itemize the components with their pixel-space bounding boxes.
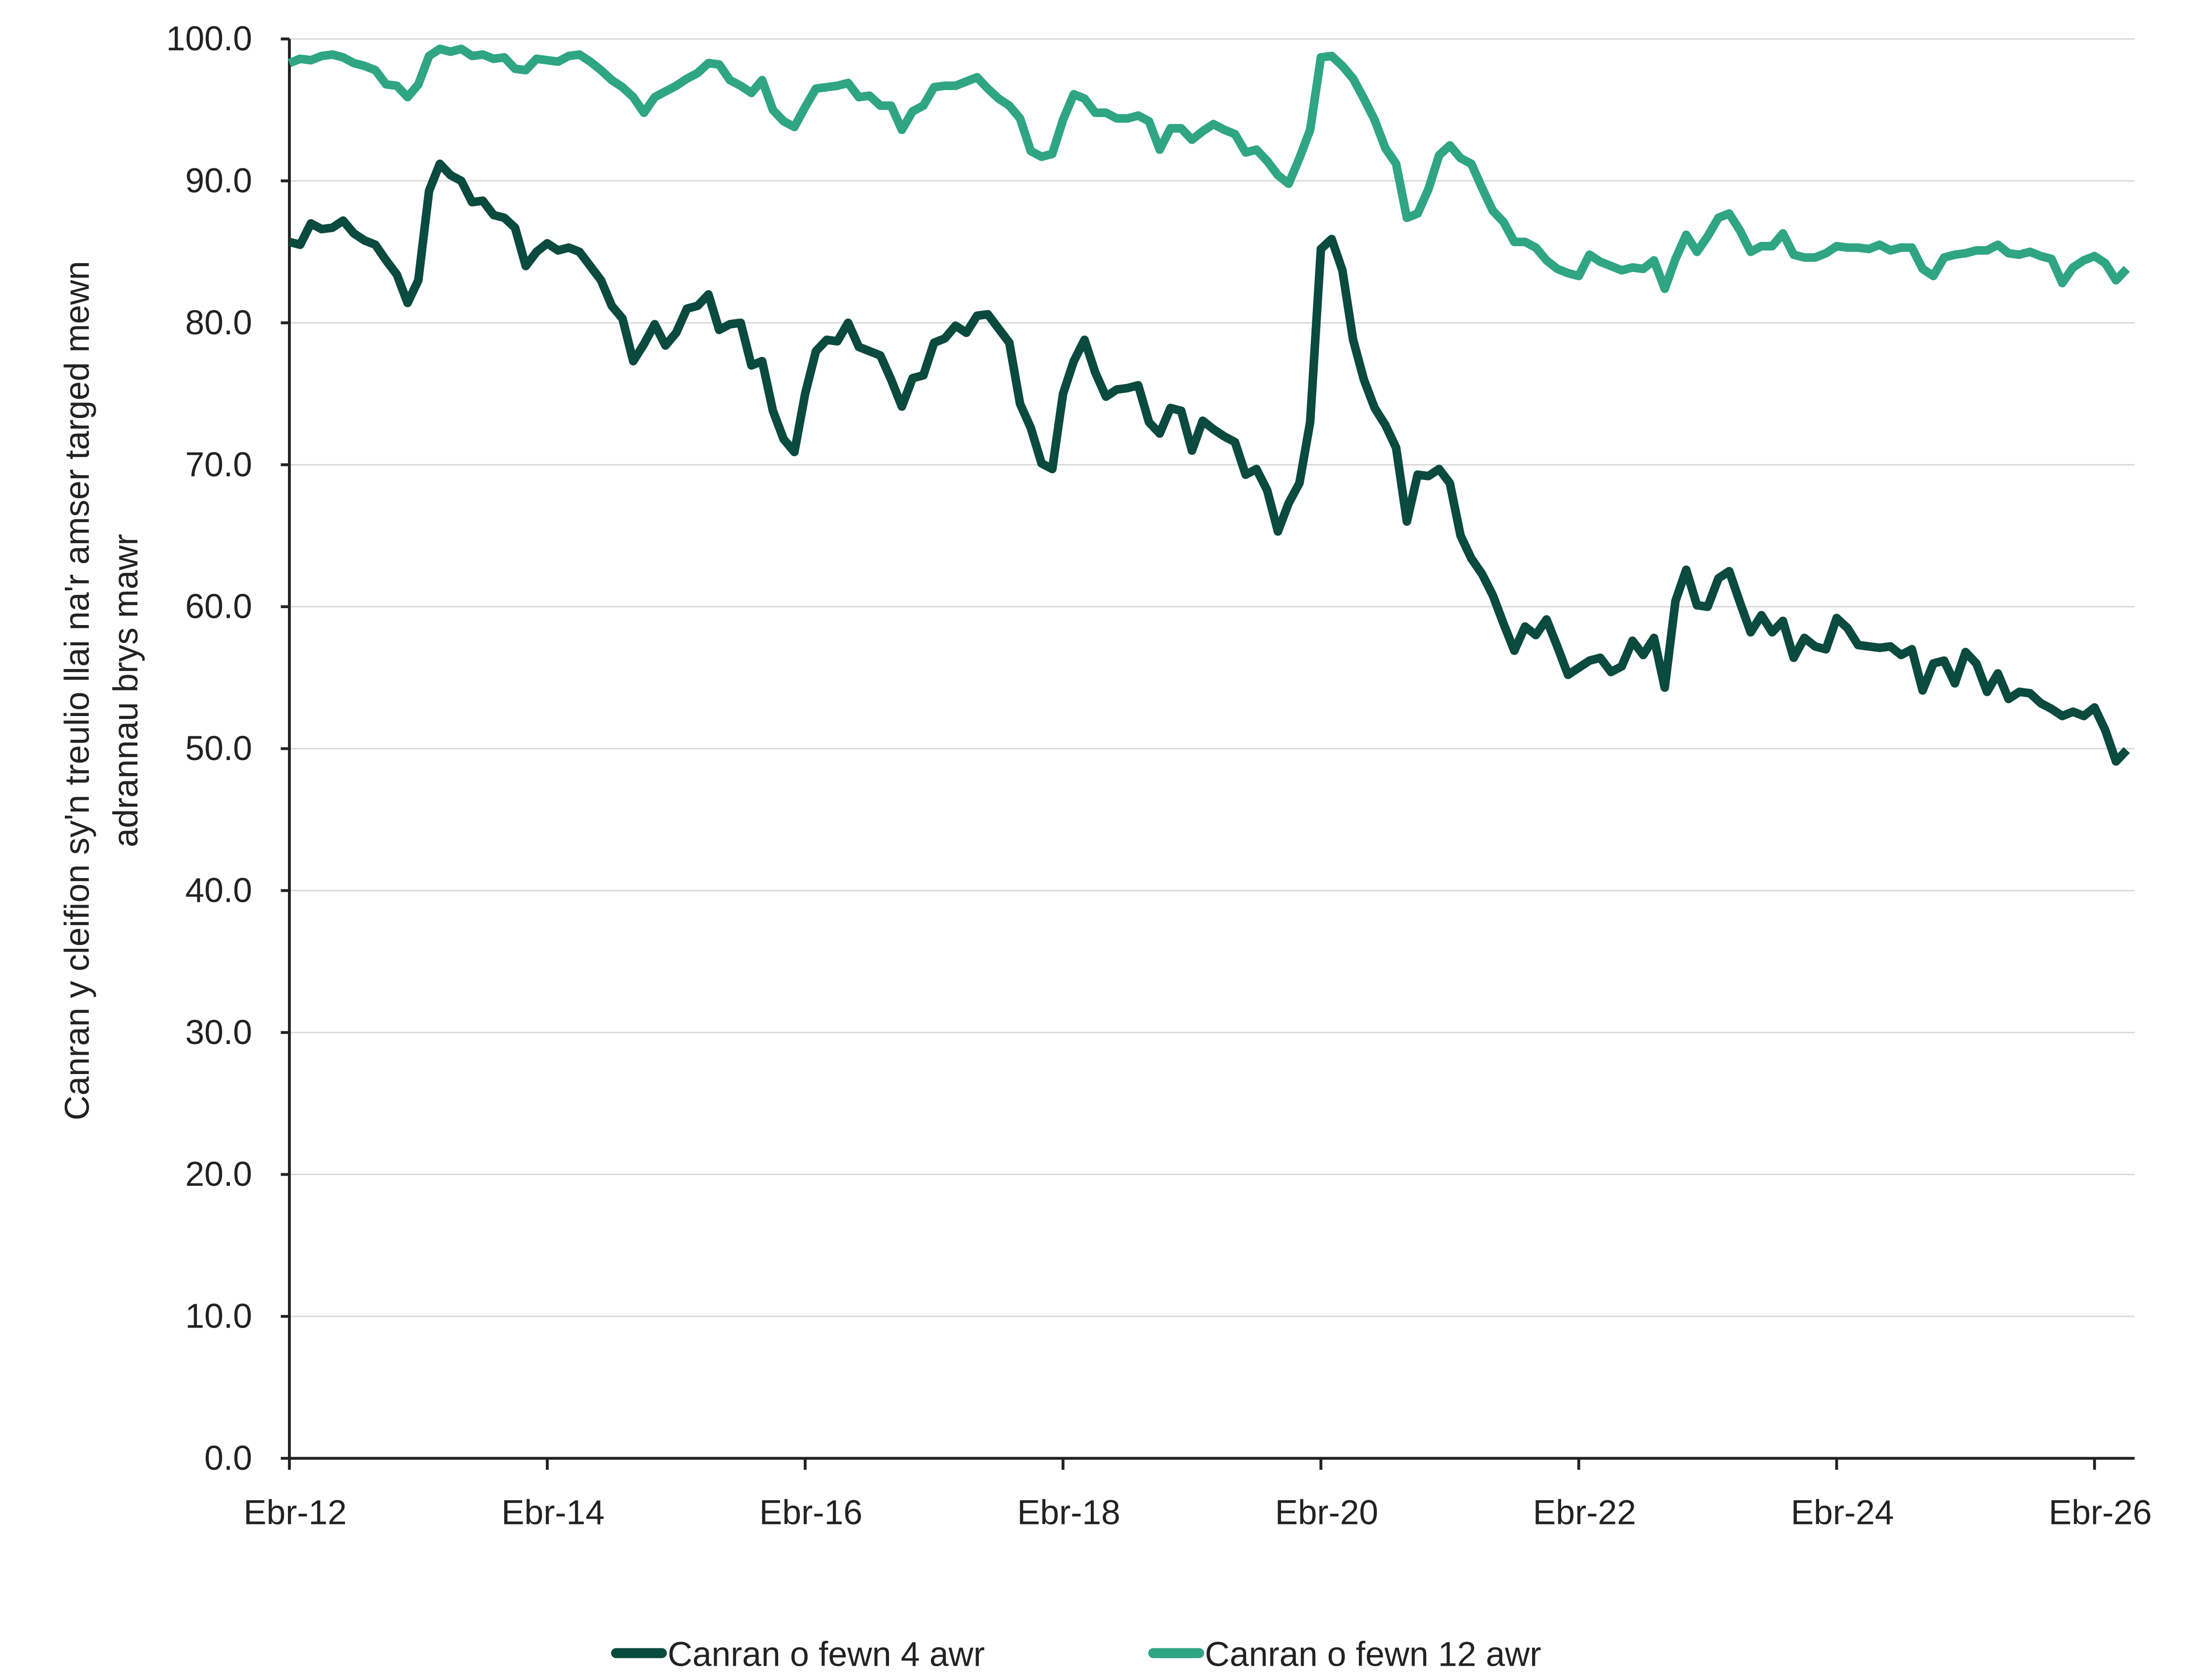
y-tick-label: 30.0 — [185, 1014, 252, 1052]
x-tick-label: Ebr-18 — [1017, 1494, 1120, 1532]
y-tick-label: 40.0 — [185, 871, 252, 910]
legend-label: Canran o fewn 4 awr — [668, 1636, 985, 1672]
x-tick-label: Ebr-20 — [1275, 1494, 1378, 1532]
y-tick-label: 90.0 — [185, 162, 252, 200]
series-line — [288, 159, 2130, 766]
y-tick-label: 20.0 — [185, 1155, 252, 1194]
x-tick-label: Ebr-12 — [243, 1494, 346, 1532]
x-tick-label: Ebr-26 — [2048, 1494, 2152, 1532]
series-line — [287, 45, 2130, 293]
x-tick-label: Ebr-22 — [1533, 1494, 1636, 1532]
y-tick-label: 10.0 — [185, 1298, 252, 1336]
y-axis-label: adrannau brys mawr — [107, 534, 145, 848]
x-tick-label: Ebr-14 — [501, 1494, 604, 1532]
legend-label: Canran o fewn 12 awr — [1205, 1636, 1541, 1672]
y-tick-label: 60.0 — [185, 588, 252, 626]
y-tick-label: 50.0 — [185, 730, 252, 768]
x-tick-label: Ebr-16 — [759, 1494, 862, 1532]
y-tick-label: 100.0 — [166, 20, 252, 58]
y-axis-label: Canran y cleifion sy'n treulio llai na'r… — [59, 261, 97, 1120]
x-tick-label: Ebr-24 — [1791, 1494, 1894, 1532]
y-tick-label: 80.0 — [185, 304, 252, 342]
y-tick-label: 0.0 — [204, 1439, 252, 1478]
y-tick-label: 70.0 — [185, 446, 252, 484]
